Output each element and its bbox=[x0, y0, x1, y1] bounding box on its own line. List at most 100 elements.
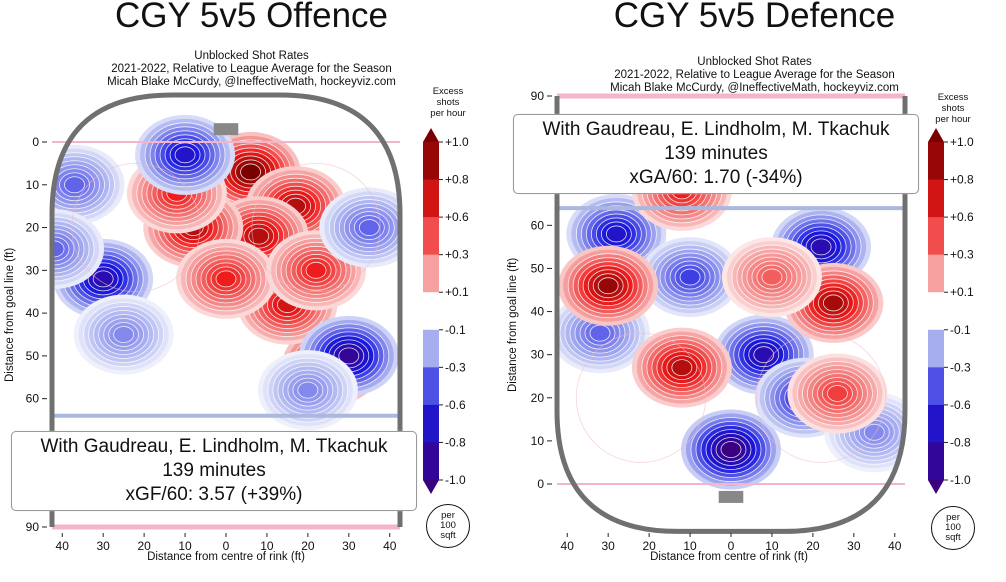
offence-panel: CGY 5v5 Offence Unblocked Shot Rates 202… bbox=[4, 0, 470, 563]
heat-contour bbox=[810, 238, 832, 256]
heat-contour bbox=[113, 326, 135, 343]
colorbar-segment bbox=[928, 329, 944, 368]
colorbar-title-line: per hour bbox=[430, 108, 466, 119]
y-tick-label: 0 bbox=[32, 135, 39, 149]
heat-contour bbox=[240, 163, 261, 181]
line-combo-overlay: With Gaudreau, E. Lindholm, M. Tkachuk 1… bbox=[11, 431, 417, 511]
heat-contour bbox=[338, 347, 360, 365]
colorbar-segment bbox=[423, 367, 439, 406]
heat-contour bbox=[863, 423, 885, 441]
heat-contour bbox=[64, 176, 85, 194]
heat-contour bbox=[679, 268, 701, 286]
x-tick-label: 20 bbox=[642, 539, 656, 553]
colorbar-segment bbox=[928, 442, 944, 481]
colorbar-tick-label: +0.6 bbox=[950, 210, 974, 224]
y-tick-label: 30 bbox=[531, 348, 545, 362]
x-tick-label: 20 bbox=[806, 539, 820, 553]
x-axis-title: Distance from centre of rink (ft) bbox=[650, 551, 808, 563]
defence-panel: CGY 5v5 Defence Unblocked Shot Rates 202… bbox=[503, 0, 1006, 582]
colorbar-segment bbox=[928, 179, 944, 218]
x-tick-label: 30 bbox=[96, 539, 110, 553]
colorbar-tick-label: +0.1 bbox=[950, 285, 974, 299]
y-tick-label: 90 bbox=[531, 89, 545, 103]
x-tick-label: 30 bbox=[342, 539, 356, 553]
overlay-players: With Gaudreau, E. Lindholm, M. Tkachuk bbox=[40, 436, 388, 457]
colorbar-tick-label: -0.8 bbox=[950, 435, 971, 449]
heat-contour bbox=[597, 277, 619, 295]
x-tick-label: 40 bbox=[561, 539, 575, 553]
chart-subtitle-2: 2021-2022, Relative to League Average fo… bbox=[111, 63, 392, 75]
x-tick-label: 0 bbox=[728, 539, 735, 553]
colorbar-max-arrow bbox=[928, 128, 944, 142]
colorbar-min-arrow bbox=[928, 480, 944, 494]
faceoff-circle bbox=[71, 162, 201, 293]
faceoff-circle bbox=[756, 332, 887, 463]
colorbar-segment bbox=[423, 217, 439, 256]
x-tick-label: 0 bbox=[223, 539, 230, 553]
chart-subtitle-1: Unblocked Shot Rates bbox=[697, 56, 812, 68]
colorbar-tick-label: -0.3 bbox=[445, 360, 466, 374]
y-tick-label: 20 bbox=[26, 221, 40, 235]
heat-contour bbox=[671, 359, 693, 377]
colorbar-segment bbox=[423, 292, 439, 331]
colorbar-title-line: per hour bbox=[935, 114, 971, 125]
y-tick-label: 50 bbox=[531, 261, 545, 275]
overlay-xg: xGA/60: 1.70 (-34%) bbox=[629, 167, 803, 188]
colorbar-tick-label: -1.0 bbox=[950, 473, 971, 487]
heat-contour bbox=[358, 219, 380, 236]
overlay-minutes: 139 minutes bbox=[162, 460, 266, 481]
colorbar-max-arrow bbox=[423, 128, 439, 142]
x-tick-label: 10 bbox=[178, 539, 192, 553]
x-tick-label: 10 bbox=[260, 539, 274, 553]
colorbar-tick-label: +0.1 bbox=[445, 285, 469, 299]
per-label-line: 100 bbox=[440, 520, 456, 531]
faceoff-circle bbox=[575, 332, 706, 463]
chart-title: CGY 5v5 Defence bbox=[613, 0, 896, 35]
rink-boards bbox=[554, 96, 908, 534]
overlay-xg: xGF/60: 3.57 (+39%) bbox=[125, 484, 303, 505]
x-tick-label: 20 bbox=[137, 539, 151, 553]
y-axis-title: Distance from goal line (ft) bbox=[4, 247, 16, 382]
chart-subtitle-1: Unblocked Shot Rates bbox=[194, 50, 309, 62]
x-tick-label: 40 bbox=[56, 539, 70, 553]
colorbar-min-arrow bbox=[423, 480, 439, 494]
colorbar-segment bbox=[423, 179, 439, 218]
x-tick-label: 30 bbox=[601, 539, 615, 553]
y-tick-label: 10 bbox=[531, 434, 545, 448]
y-tick-label: 10 bbox=[26, 178, 40, 192]
colorbar-tick-label: -1.0 bbox=[445, 473, 466, 487]
y-tick-label: 40 bbox=[531, 305, 545, 319]
per-label-line: 100 bbox=[945, 522, 961, 533]
colorbar-segment bbox=[423, 442, 439, 481]
chart-subtitle-3: Micah Blake McCurdy, @IneffectiveMath, h… bbox=[610, 82, 899, 94]
y-axis-title: Distance from goal line (ft) bbox=[507, 257, 519, 392]
colorbar-title-line: shots bbox=[436, 97, 460, 108]
per-100-sqft-badge: per 100 sqft bbox=[931, 506, 975, 550]
colorbar-tick-label: +1.0 bbox=[445, 135, 469, 149]
heat-contour bbox=[248, 227, 270, 245]
goal-net bbox=[213, 123, 239, 136]
y-tick-label: 50 bbox=[26, 349, 40, 363]
x-tick-label: 10 bbox=[765, 539, 779, 553]
heat-contour bbox=[753, 346, 775, 364]
colorbar-tick-label: +0.8 bbox=[445, 173, 469, 187]
heat-contour bbox=[720, 441, 742, 458]
colorbar-segment bbox=[423, 142, 439, 181]
colorbar-tick-label: -0.6 bbox=[950, 398, 971, 412]
colorbar-segment bbox=[928, 292, 944, 331]
heat-contour bbox=[589, 324, 611, 342]
colorbar-tick-label: +1.0 bbox=[950, 135, 974, 149]
x-tick-label: 40 bbox=[383, 539, 397, 553]
per-label-line: sqft bbox=[945, 532, 961, 543]
colorbar-tick-label: +0.6 bbox=[445, 210, 469, 224]
per-label-line: sqft bbox=[440, 530, 456, 541]
colorbar-segment bbox=[928, 217, 944, 256]
colorbar-tick-label: -0.6 bbox=[445, 398, 466, 412]
colorbar-segment bbox=[423, 329, 439, 368]
chart-subtitle-2: 2021-2022, Relative to League Average fo… bbox=[614, 69, 895, 81]
per-label-line: per bbox=[946, 512, 960, 523]
colorbar-tick-label: +0.3 bbox=[950, 248, 974, 262]
colorbar-title-line: Excess bbox=[937, 92, 969, 103]
y-tick-label: 60 bbox=[26, 392, 40, 406]
colorbar-tick-label: +0.3 bbox=[445, 248, 469, 262]
